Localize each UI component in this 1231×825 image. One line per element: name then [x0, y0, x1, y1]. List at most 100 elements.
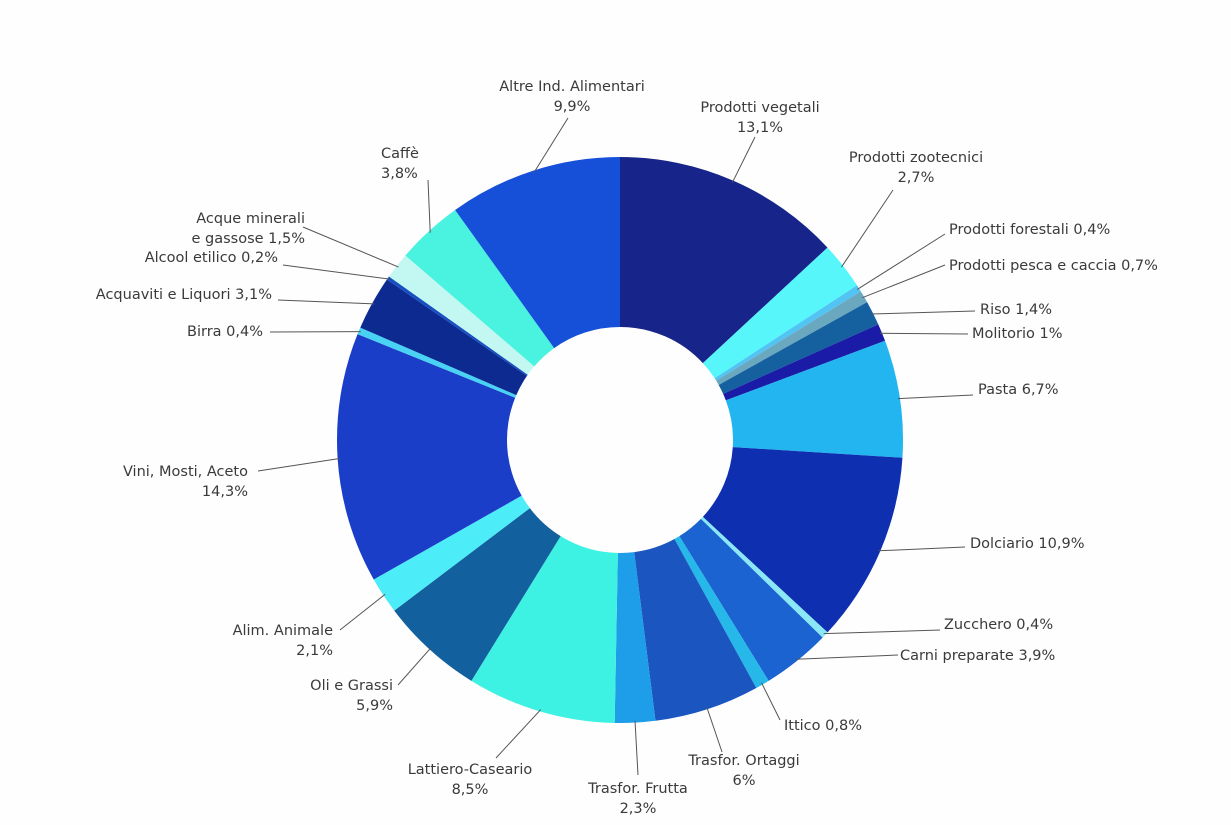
slice-label: Caffè 3,8%: [381, 146, 419, 182]
slice-label: Molitorio 1%: [972, 326, 1062, 342]
slice-prodotti-vegetali: [620, 157, 828, 364]
slice-label-line: 14,3%: [202, 484, 248, 500]
slice-label-line: e gassose 1,5%: [191, 231, 305, 247]
slice-label: Riso 1,4%: [980, 302, 1052, 318]
slice-label-line: 6%: [732, 773, 755, 789]
leader-line: [878, 546, 966, 552]
slice-label-line: Riso 1,4%: [980, 302, 1052, 318]
leader-line: [257, 458, 340, 472]
slice-label: Dolciario 10,9%: [970, 536, 1085, 552]
slice-caff-: [405, 210, 555, 367]
slice-label-line: Prodotti forestali 0,4%: [949, 222, 1110, 238]
leader-line: [282, 264, 390, 280]
slice-oli-e-grassi: [394, 508, 561, 681]
slice-label-line: 2,7%: [898, 170, 935, 186]
slice-label-line: Prodotti vegetali: [700, 100, 819, 116]
slice-acque-minerali-e-gassose: [388, 255, 535, 375]
slice-pasta: [725, 340, 903, 458]
leader-line: [731, 136, 756, 183]
slice-label: Prodotti pesca e caccia 0,7%: [949, 258, 1158, 274]
slice-ittico: [674, 536, 769, 688]
slice-label-line: Caffè: [381, 146, 419, 162]
leader-line: [533, 117, 569, 173]
slice-label-line: Lattiero-Caseario: [408, 762, 533, 778]
slice-label: Birra 0,4%: [187, 324, 263, 340]
slice-dolciario: [702, 447, 903, 633]
slice-label-line: 5,9%: [356, 698, 393, 714]
slice-label: Acquaviti e Liquori 3,1%: [96, 287, 272, 303]
leader-line: [397, 647, 432, 686]
slice-label: Prodotti vegetali 13,1%: [700, 100, 819, 136]
slice-label-line: Altre Ind. Alimentari: [499, 79, 644, 95]
slice-label-line: Trasfor. Ortaggi: [687, 753, 799, 769]
leader-line: [897, 394, 974, 400]
slice-vini-mosti-aceto: [337, 334, 522, 580]
slice-label-line: Molitorio 1%: [972, 326, 1062, 342]
leader-line: [427, 179, 431, 233]
slice-label: Zucchero 0,4%: [944, 617, 1053, 633]
slice-labels: Prodotti vegetali 13,1% Prodotti zootecnic…: [96, 79, 1158, 817]
leader-line: [339, 593, 386, 631]
slice-label: Lattiero-Caseario 8,5%: [408, 762, 533, 798]
slice-altre-ind-alimentari: [455, 157, 620, 349]
leader-line: [879, 332, 969, 335]
slice-trasfor-frutta: [614, 552, 656, 723]
slice-label: Trasfor. Frutta 2,3%: [587, 781, 688, 817]
leader-line: [302, 226, 399, 268]
slice-label-line: Dolciario 10,9%: [970, 536, 1085, 552]
slice-alcool-etilico: [386, 276, 528, 376]
slice-label: Carni preparate 3,9%: [900, 648, 1055, 664]
leader-line: [856, 233, 946, 290]
slices: [337, 157, 903, 723]
slice-label-line: Acque minerali: [196, 211, 305, 227]
leader-line: [862, 264, 946, 299]
leader-line: [761, 682, 781, 721]
leader-line: [871, 310, 976, 315]
slice-label-line: Alim. Animale: [233, 623, 333, 639]
slice-label: Trasfor. Ortaggi 6%: [687, 753, 799, 789]
slice-label-line: Carni preparate 3,9%: [900, 648, 1055, 664]
slice-label: Vini, Mosti, Aceto 14,3%: [123, 464, 248, 500]
slice-label: Ittico 0,8%: [784, 718, 862, 734]
slice-label-line: Prodotti zootecnici: [849, 150, 983, 166]
slice-label: Prodotti zootecnici 2,7%: [849, 150, 983, 186]
slice-riso: [718, 302, 879, 394]
slice-zucchero: [700, 516, 828, 638]
slice-label: Altre Ind. Alimentari 9,9%: [499, 79, 644, 115]
leader-line: [823, 629, 941, 635]
slice-label-line: Birra 0,4%: [187, 324, 263, 340]
slice-label-line: Acquaviti e Liquori 3,1%: [96, 287, 272, 303]
slice-prodotti-forestali: [714, 285, 861, 381]
leader-line: [495, 709, 542, 759]
slice-label-line: 2,3%: [620, 801, 657, 817]
slice-label-line: 3,8%: [381, 166, 418, 182]
slice-prodotti-pesca-e-caccia: [716, 291, 868, 385]
slice-label-line: 13,1%: [737, 120, 783, 136]
slice-label-line: 9,9%: [554, 99, 591, 115]
slice-label: Alim. Animale 2,1%: [233, 623, 333, 659]
slice-label-line: Vini, Mosti, Aceto: [123, 464, 248, 480]
slice-label-line: Pasta 6,7%: [978, 382, 1059, 398]
slice-alim-animale: [373, 495, 530, 611]
slice-label-line: Prodotti pesca e caccia 0,7%: [949, 258, 1158, 274]
slice-molitorio: [723, 324, 886, 401]
slice-carni-preparate: [679, 518, 823, 681]
slice-label-line: Oli e Grassi: [310, 678, 393, 694]
leader-lines: [257, 117, 976, 776]
slice-label-line: Zucchero 0,4%: [944, 617, 1053, 633]
leader-line: [841, 189, 894, 268]
slice-label: Acque minerali e gassose 1,5%: [191, 211, 305, 247]
slice-prodotti-zootecnici: [702, 247, 858, 379]
slice-label-line: Ittico 0,8%: [784, 718, 862, 734]
leader-line: [277, 299, 375, 305]
slice-lattiero-caseario: [471, 536, 618, 723]
slice-birra: [357, 327, 517, 398]
slice-acquaviti-e-liquori: [360, 279, 527, 396]
slice-label: Alcool etilico 0,2%: [145, 250, 278, 266]
slice-label-line: Alcool etilico 0,2%: [145, 250, 278, 266]
leader-line: [795, 654, 899, 660]
slice-label: Pasta 6,7%: [978, 382, 1059, 398]
slice-label: Oli e Grassi 5,9%: [310, 678, 393, 714]
leader-line: [634, 720, 639, 776]
